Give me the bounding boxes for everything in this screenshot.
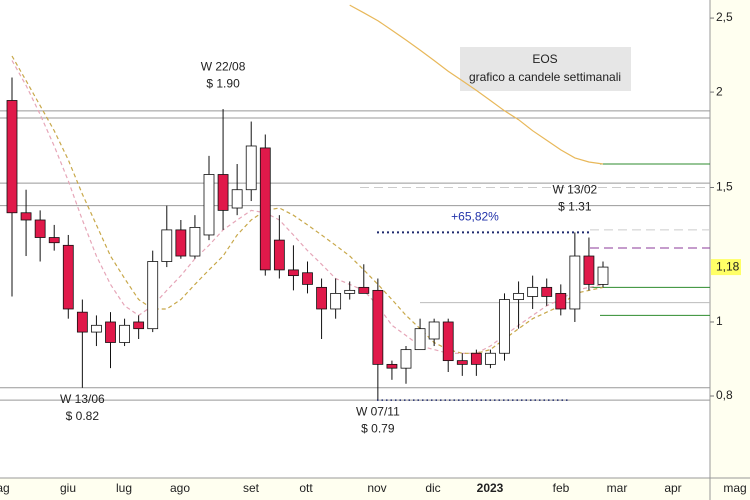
x-tick-label: ag xyxy=(0,481,10,495)
candle-body xyxy=(288,269,299,277)
levels-layer xyxy=(0,110,710,401)
candle-body xyxy=(372,289,384,365)
candle-body xyxy=(414,328,426,351)
candle-body xyxy=(48,237,60,244)
x-tick-label: apr xyxy=(664,481,681,495)
y-tick-label: 1 xyxy=(716,314,723,328)
x-tick-label: mag xyxy=(723,481,746,495)
candle-body xyxy=(569,255,581,310)
candle-body xyxy=(231,189,243,209)
candle-body xyxy=(541,286,553,297)
candle-body xyxy=(400,349,412,369)
x-tick-label: giu xyxy=(60,481,76,495)
candle-body xyxy=(62,244,74,310)
candle-body xyxy=(555,292,567,310)
candle-body xyxy=(527,286,539,297)
candle-body xyxy=(273,239,285,271)
x-tick-label: dic xyxy=(425,481,440,495)
candle-body xyxy=(583,255,595,285)
candle-body xyxy=(597,266,609,285)
x-tick-label: feb xyxy=(553,481,570,495)
change-label: +65,82% xyxy=(451,210,499,224)
candle-body xyxy=(76,311,88,333)
x-tick-label: ago xyxy=(170,481,190,495)
x-tick-label: ott xyxy=(299,481,313,495)
y-tick-label: 2 xyxy=(716,84,723,98)
candle-body xyxy=(358,286,370,294)
x-tick-label: nov xyxy=(367,481,386,495)
candle-body xyxy=(485,352,496,365)
candle-body xyxy=(189,226,201,257)
candle-body xyxy=(428,321,440,340)
candle-body xyxy=(34,219,46,238)
annotation-price: $ 0.79 xyxy=(361,421,395,435)
candle-body xyxy=(119,324,130,343)
candle-body xyxy=(175,229,187,257)
x-tick-label: 2023 xyxy=(477,481,504,495)
annotation-week: W 13/02 xyxy=(553,183,598,197)
candle-body xyxy=(147,261,159,330)
candle-body xyxy=(6,100,18,214)
x-tick-label: set xyxy=(243,481,260,495)
candle-body xyxy=(259,147,271,271)
x-tick-label: lug xyxy=(116,481,132,495)
candle-body xyxy=(330,292,342,310)
candle-body xyxy=(499,299,510,354)
candle-body xyxy=(91,324,102,333)
annotation-price: $ 1.31 xyxy=(558,200,592,214)
x-tick-label: mar xyxy=(607,481,628,495)
chart-subtitle: grafico a candele settimanali xyxy=(469,70,621,84)
y-tick-label: 1,5 xyxy=(716,180,733,194)
y-axis-panel xyxy=(710,0,750,500)
candle-body xyxy=(456,360,468,365)
last-price-box xyxy=(711,259,741,276)
candle-body xyxy=(20,212,32,221)
annotation-week: W 07/11 xyxy=(356,404,400,418)
x-axis-panel xyxy=(0,478,750,500)
candle-body xyxy=(203,174,215,236)
candle-body xyxy=(344,289,356,294)
last-price-label: 1,18 xyxy=(716,259,740,273)
annotation-week: W 13/06 xyxy=(60,392,105,406)
candle-body xyxy=(105,321,116,343)
candle-body xyxy=(302,272,313,285)
candle-body xyxy=(316,286,327,310)
chart-title: EOS xyxy=(532,52,557,66)
y-tick-label: 0,8 xyxy=(716,388,733,402)
legend-box xyxy=(460,47,631,91)
candle-body xyxy=(470,352,482,365)
annotation-week: W 22/08 xyxy=(201,59,246,73)
candle-body xyxy=(245,145,257,191)
y-tick-label: 2,5 xyxy=(716,10,733,24)
candle-body xyxy=(161,229,173,262)
candle-body xyxy=(386,363,398,369)
candle-body xyxy=(442,321,454,362)
annotation-price: $ 1.90 xyxy=(206,76,240,90)
candle-body xyxy=(217,174,229,211)
annotation-price: $ 0.82 xyxy=(66,409,100,423)
moving-average xyxy=(349,4,604,165)
moving-average xyxy=(11,60,604,354)
candle-body xyxy=(513,292,524,300)
candle-body xyxy=(133,321,145,330)
